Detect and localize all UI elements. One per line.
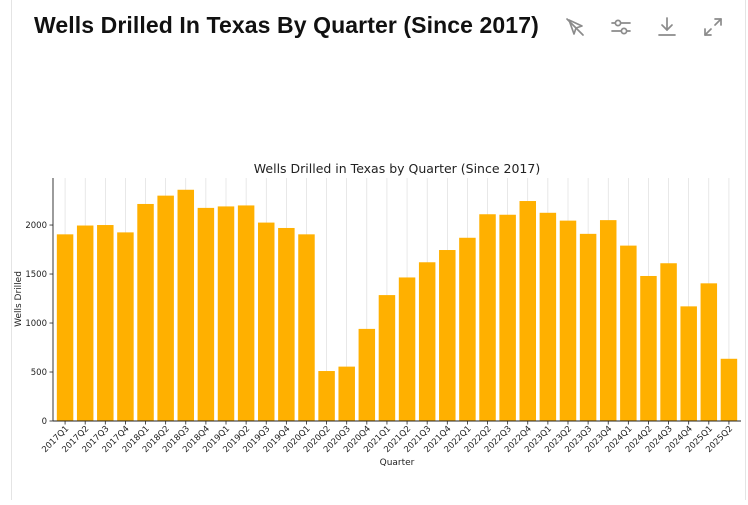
bar (358, 328, 376, 421)
bar (499, 214, 516, 421)
settings-button[interactable] (608, 14, 634, 40)
bar (720, 358, 738, 421)
bar (117, 232, 134, 421)
bar (157, 195, 174, 421)
bar (479, 214, 496, 421)
bar (318, 371, 335, 421)
bar (579, 233, 597, 421)
download-icon (658, 17, 676, 36)
bar (539, 212, 557, 421)
page-title: Wells Drilled In Texas By Quarter (Since… (34, 12, 539, 38)
bar (559, 220, 577, 421)
bar (338, 366, 355, 421)
bar (459, 237, 476, 421)
x-axis-label: Quarter (380, 458, 415, 468)
bar (700, 283, 718, 421)
bar (439, 250, 456, 421)
bar (137, 203, 154, 421)
bar (97, 225, 114, 421)
chart-toolbar (562, 14, 726, 40)
bar (298, 234, 315, 421)
y-tick-label: 1500 (25, 270, 47, 280)
y-axis-label: Wells Drilled (14, 271, 24, 327)
y-tick-label: 500 (31, 368, 47, 378)
bar (197, 207, 215, 421)
y-tick-label: 1000 (25, 319, 47, 329)
chart-title: Wells Drilled in Texas by Quarter (Since… (254, 161, 540, 176)
bars (56, 189, 738, 421)
bar (217, 206, 235, 421)
bar (519, 201, 537, 421)
bar (620, 245, 637, 421)
hide-cursor-button[interactable] (562, 14, 588, 40)
bar (177, 189, 195, 421)
download-button[interactable] (654, 14, 680, 40)
sliders-icon (611, 19, 631, 35)
bar (278, 227, 295, 421)
bar (257, 222, 275, 421)
hide-cursor-icon (566, 18, 584, 36)
bar (56, 234, 74, 421)
bar (599, 220, 617, 421)
bar (680, 306, 697, 421)
bar (76, 225, 94, 421)
expand-button[interactable] (700, 14, 726, 40)
expand-icon (704, 18, 722, 36)
bar (378, 295, 396, 421)
y-tick-label: 0 (42, 417, 47, 427)
y-tick-label: 2000 (25, 221, 47, 231)
bar (660, 263, 677, 421)
bar (418, 262, 436, 421)
bar (398, 277, 416, 421)
bar (640, 275, 657, 421)
bar (237, 205, 255, 421)
